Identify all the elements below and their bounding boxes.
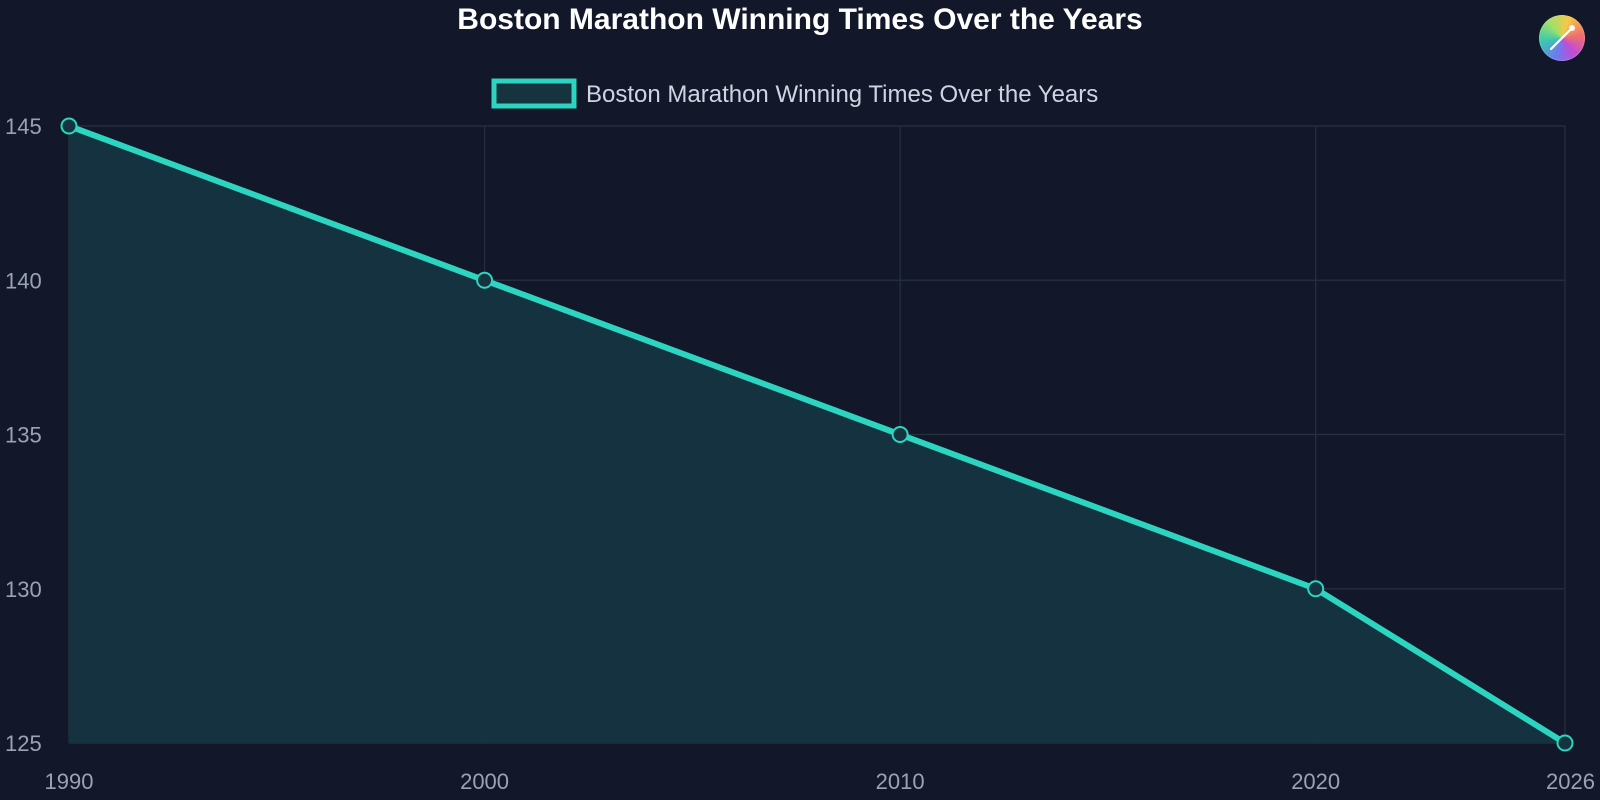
- y-tick-label: 130: [5, 577, 42, 602]
- legend-swatch: [491, 78, 577, 109]
- x-tick-label: 2026: [1546, 769, 1595, 794]
- area-fill-layer: [69, 126, 1565, 743]
- x-tick-label: 2010: [876, 769, 925, 794]
- y-tick-label: 125: [5, 731, 42, 756]
- brush-logo-icon: [1539, 15, 1585, 61]
- legend-label: Boston Marathon Winning Times Over the Y…: [586, 81, 1098, 108]
- y-tick-label: 145: [5, 114, 42, 139]
- data-point: [1556, 734, 1574, 752]
- data-point: [476, 271, 494, 289]
- data-point: [60, 117, 78, 135]
- area-fill: [69, 126, 1565, 743]
- y-tick-label: 140: [5, 268, 42, 293]
- data-point: [891, 426, 909, 443]
- x-tick-label: 1990: [45, 769, 94, 794]
- data-points: [60, 117, 1574, 752]
- data-point: [1307, 580, 1325, 598]
- y-tick-label: 135: [5, 423, 42, 448]
- legend[interactable]: Boston Marathon Winning Times Over the Y…: [491, 78, 1098, 109]
- x-tick-label: 2000: [460, 769, 509, 794]
- x-tick-label: 2020: [1291, 769, 1340, 794]
- chart-title: Boston Marathon Winning Times Over the Y…: [457, 3, 1143, 36]
- axis-ticks: 1990 2000 2010 2020 2026 125 130 135 140 145: [5, 114, 1595, 794]
